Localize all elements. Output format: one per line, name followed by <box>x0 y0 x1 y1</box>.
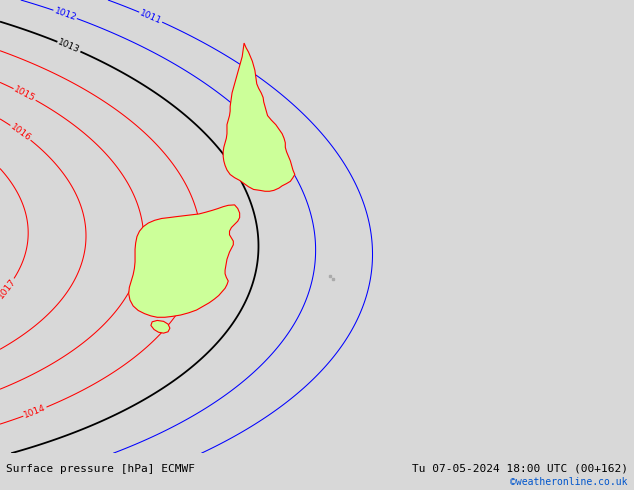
Text: Tu 07-05-2024 18:00 UTC (00+162): Tu 07-05-2024 18:00 UTC (00+162) <box>411 464 628 473</box>
Text: 1015: 1015 <box>13 85 37 103</box>
Text: 1016: 1016 <box>9 122 32 143</box>
Text: 1012: 1012 <box>53 6 77 23</box>
Text: 1013: 1013 <box>56 38 81 55</box>
Text: ©weatheronline.co.uk: ©weatheronline.co.uk <box>510 477 628 487</box>
Polygon shape <box>151 320 170 333</box>
Text: 1014: 1014 <box>23 403 48 420</box>
Text: 1011: 1011 <box>138 8 163 26</box>
Text: Surface pressure [hPa] ECMWF: Surface pressure [hPa] ECMWF <box>6 464 195 473</box>
Text: 1017: 1017 <box>0 277 17 300</box>
Polygon shape <box>223 43 295 191</box>
Polygon shape <box>129 205 240 318</box>
